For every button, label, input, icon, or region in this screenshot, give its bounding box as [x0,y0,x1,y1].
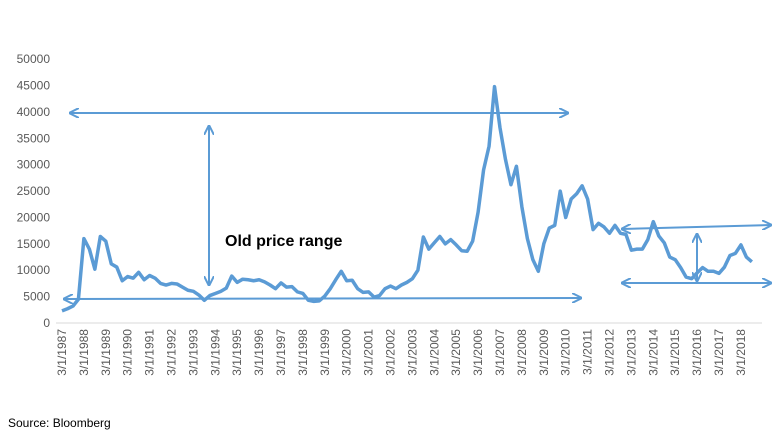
x-tick-label: 3/1/1989 [99,329,113,376]
x-tick-label: 3/1/1996 [252,329,266,376]
x-tick-label: 3/1/2009 [537,329,551,376]
x-tick-label: 3/1/1988 [77,329,91,376]
x-tick-label: 3/1/1990 [121,329,135,376]
y-tick-label: 40000 [17,105,51,119]
source: Source: Bloomberg [8,416,111,430]
y-tick-label: 25000 [17,184,51,198]
x-tick-label: 3/1/2006 [471,329,485,376]
x-tick-label: 3/1/2015 [668,329,682,376]
x-tick-label: 3/1/2000 [340,329,354,376]
annotation: Old price range [225,233,342,250]
y-tick-label: 20000 [17,210,51,224]
y-tick-label: 45000 [17,79,51,93]
x-tick-label: 3/1/2014 [646,329,660,376]
x-tick-label: 3/1/2004 [427,329,441,376]
x-tick-label: 3/1/2001 [362,329,376,376]
x-tick-label: 3/1/1997 [274,329,288,376]
x-tick-label: 3/1/2005 [449,329,463,376]
x-tick-label: 3/1/1999 [318,329,332,376]
y-tick-label: 0 [43,316,50,330]
y-tick-label: 30000 [17,158,51,172]
price-line [61,84,753,313]
y-tick-label: 10000 [17,263,51,277]
y-tick-label: 5000 [23,290,50,304]
y-tick-label: 15000 [17,237,51,251]
x-tick-label: 3/1/2002 [384,329,398,376]
x-tick-label: 3/1/2008 [515,329,529,376]
x-tick-label: 3/1/2011 [581,329,595,375]
x-tick-label: 3/1/2018 [734,329,748,376]
x-tick-label: 3/1/2013 [624,329,638,376]
y-tick-label: 35000 [17,131,51,145]
x-tick-label: 3/1/1995 [230,329,244,376]
x-tick-label: 3/1/2007 [493,329,507,376]
x-tick-label: 3/1/1998 [296,329,310,376]
x-tick-label: 3/1/1993 [186,329,200,376]
x-tick-label: 3/1/1991 [143,329,157,376]
x-tick-label: 3/1/2010 [559,329,573,376]
x-tick-label: 3/1/2017 [712,329,726,376]
y-tick-label: 50000 [17,52,51,66]
x-tick-label: 3/1/2012 [603,329,617,376]
x-tick-label: 3/1/1994 [208,329,222,376]
x-tick-label: 3/1/2016 [690,329,704,376]
x-tick-label: 3/1/2003 [405,329,419,376]
x-tick-label: 3/1/1987 [55,329,69,376]
x-tick-label: 3/1/1992 [165,329,179,376]
